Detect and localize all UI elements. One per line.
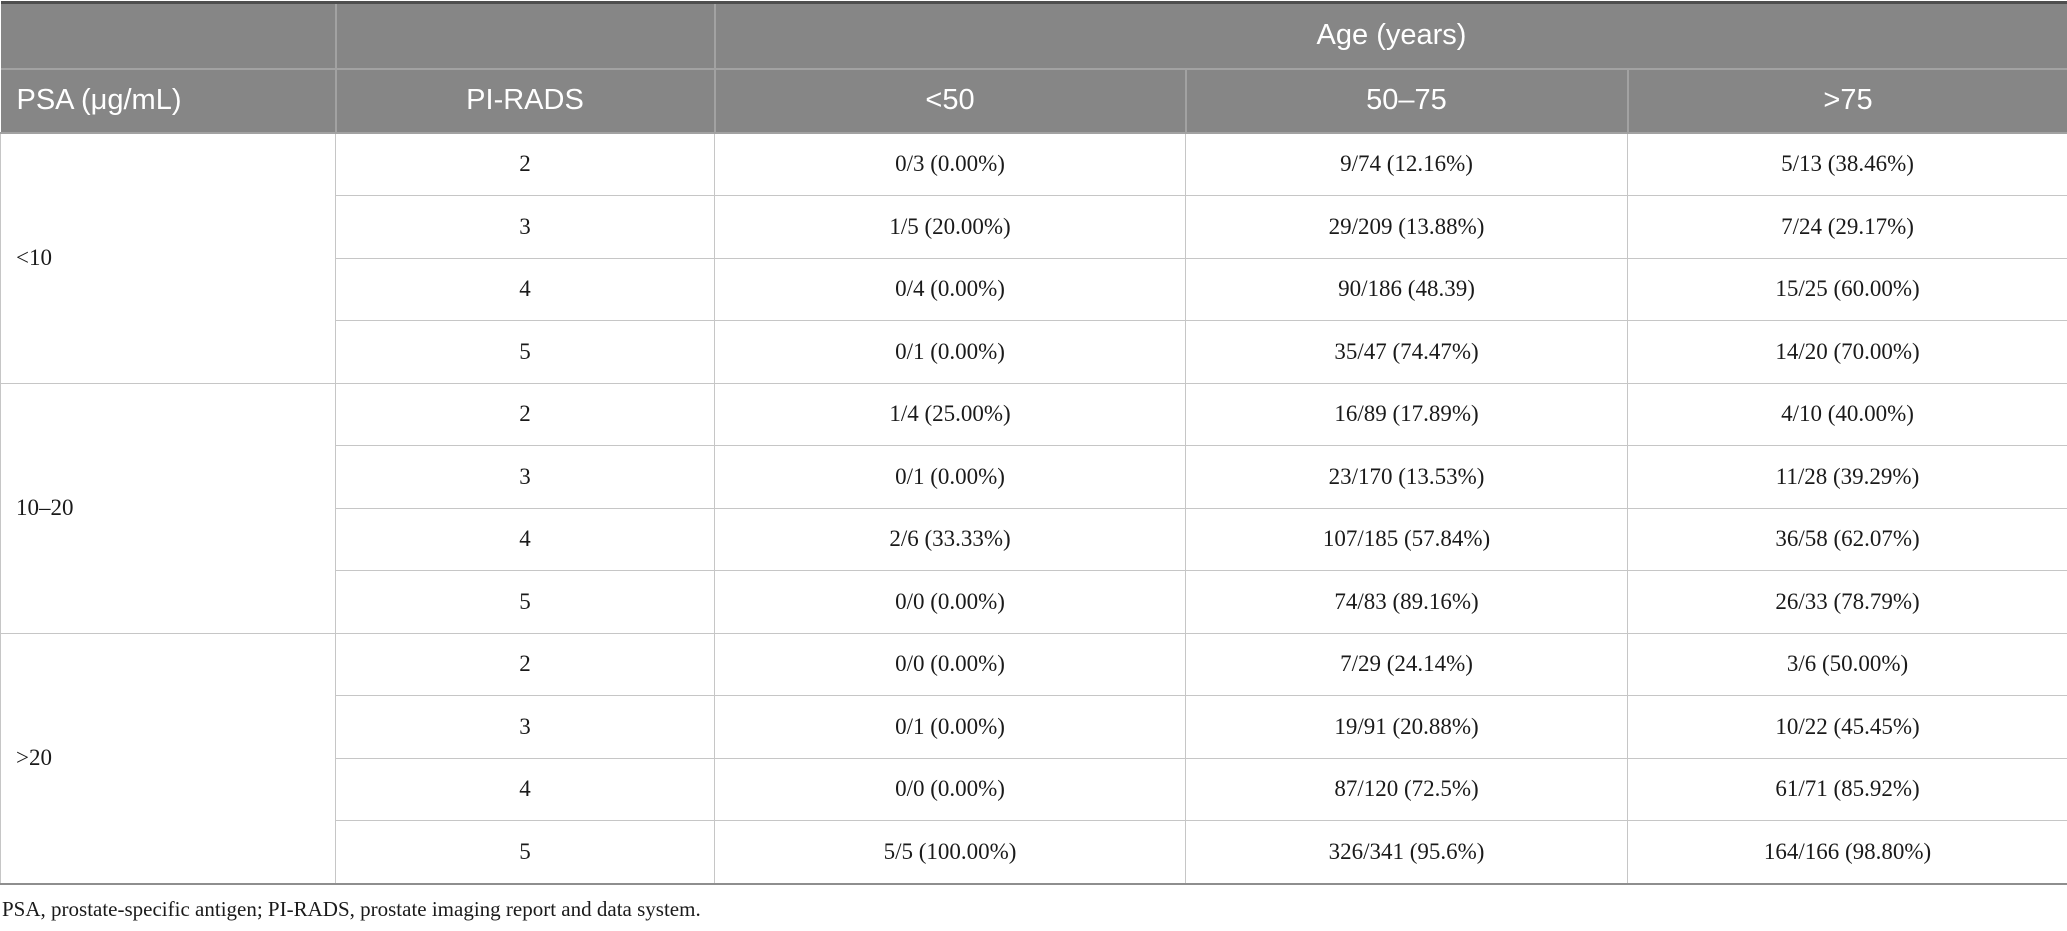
psa-column-header: PSA (μg/mL) [1, 69, 336, 133]
pirads-cell: 4 [336, 758, 715, 821]
pirads-cell: 5 [336, 821, 715, 884]
psa-group-label: 10–20 [1, 383, 336, 633]
age-gt75-value-cell: 11/28 (39.29%) [1628, 446, 2067, 509]
age-lt50-value-cell: 0/1 (0.00%) [715, 321, 1186, 384]
pirads-cell: 2 [336, 133, 715, 196]
age-lt50-value-cell: 0/4 (0.00%) [715, 258, 1186, 321]
pirads-cell: 2 [336, 383, 715, 446]
age-gt75-value-cell: 10/22 (45.45%) [1628, 696, 2067, 759]
age-gt75-value-cell: 164/166 (98.80%) [1628, 821, 2067, 884]
age-years-span-header: Age (years) [715, 3, 2067, 69]
age-gt75-value-cell: 36/58 (62.07%) [1628, 508, 2067, 571]
pirads-cell: 3 [336, 196, 715, 259]
age-lt50-value-cell: 0/0 (0.00%) [715, 571, 1186, 634]
age-gt75-value-cell: 3/6 (50.00%) [1628, 633, 2067, 696]
age-gt75-value-cell: 26/33 (78.79%) [1628, 571, 2067, 634]
empty-header-cell-pirads [336, 3, 715, 69]
psa-group-label: <10 [1, 133, 336, 384]
age-lt50-value-cell: 0/0 (0.00%) [715, 758, 1186, 821]
age-50-75-value-cell: 29/209 (13.88%) [1186, 196, 1628, 259]
age-gt75-column-header: >75 [1628, 69, 2067, 133]
age-gt75-value-cell: 7/24 (29.17%) [1628, 196, 2067, 259]
age-gt75-value-cell: 5/13 (38.46%) [1628, 133, 2067, 196]
pirads-column-header: PI-RADS [336, 69, 715, 133]
age-lt50-value-cell: 1/4 (25.00%) [715, 383, 1186, 446]
pirads-cell: 5 [336, 321, 715, 384]
psa-group-label: >20 [1, 633, 336, 884]
age-lt50-value-cell: 0/1 (0.00%) [715, 446, 1186, 509]
age-gt75-value-cell: 61/71 (85.92%) [1628, 758, 2067, 821]
pirads-cell: 4 [336, 258, 715, 321]
age-lt50-value-cell: 0/0 (0.00%) [715, 633, 1186, 696]
psa-pirads-age-table: Age (years) PSA (μg/mL) PI-RADS <50 50–7… [0, 1, 2067, 885]
table-header: Age (years) PSA (μg/mL) PI-RADS <50 50–7… [1, 3, 2067, 133]
age-lt50-value-cell: 0/1 (0.00%) [715, 696, 1186, 759]
age-50-75-value-cell: 74/83 (89.16%) [1186, 571, 1628, 634]
age-gt75-value-cell: 4/10 (40.00%) [1628, 383, 2067, 446]
age-50-75-value-cell: 35/47 (74.47%) [1186, 321, 1628, 384]
age-50-75-value-cell: 326/341 (95.6%) [1186, 821, 1628, 884]
column-header-row: PSA (μg/mL) PI-RADS <50 50–75 >75 [1, 69, 2067, 133]
age-50-75-value-cell: 90/186 (48.39) [1186, 258, 1628, 321]
age-50-75-value-cell: 87/120 (72.5%) [1186, 758, 1628, 821]
age-50-75-column-header: 50–75 [1186, 69, 1628, 133]
pirads-cell: 3 [336, 446, 715, 509]
age-50-75-value-cell: 9/74 (12.16%) [1186, 133, 1628, 196]
age-lt50-value-cell: 2/6 (33.33%) [715, 508, 1186, 571]
age-span-header-row: Age (years) [1, 3, 2067, 69]
age-50-75-value-cell: 23/170 (13.53%) [1186, 446, 1628, 509]
age-lt50-value-cell: 5/5 (100.00%) [715, 821, 1186, 884]
age-50-75-value-cell: 107/185 (57.84%) [1186, 508, 1628, 571]
empty-header-cell-psa [1, 3, 336, 69]
pirads-cell: 3 [336, 696, 715, 759]
age-gt75-value-cell: 14/20 (70.00%) [1628, 321, 2067, 384]
age-gt75-value-cell: 15/25 (60.00%) [1628, 258, 2067, 321]
pirads-cell: 2 [336, 633, 715, 696]
pirads-cell: 5 [336, 571, 715, 634]
age-50-75-value-cell: 19/91 (20.88%) [1186, 696, 1628, 759]
age-50-75-value-cell: 7/29 (24.14%) [1186, 633, 1628, 696]
age-50-75-value-cell: 16/89 (17.89%) [1186, 383, 1628, 446]
age-lt50-value-cell: 1/5 (20.00%) [715, 196, 1186, 259]
pirads-cell: 4 [336, 508, 715, 571]
age-lt50-column-header: <50 [715, 69, 1186, 133]
table-footnote: PSA, prostate-specific antigen; PI-RADS,… [2, 897, 2067, 922]
age-lt50-value-cell: 0/3 (0.00%) [715, 133, 1186, 196]
